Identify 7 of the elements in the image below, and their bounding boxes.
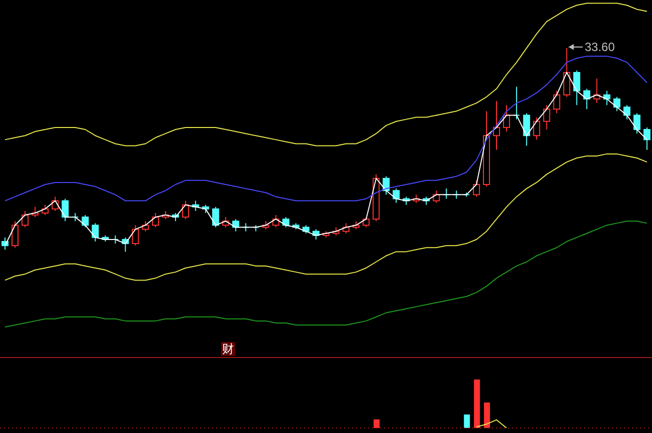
candlestick [493,100,500,150]
text: 财 [221,342,235,356]
bar [484,402,490,428]
bar [474,380,480,428]
annotation: 33.60 [584,40,616,54]
bar [464,414,470,428]
bar [374,419,380,428]
